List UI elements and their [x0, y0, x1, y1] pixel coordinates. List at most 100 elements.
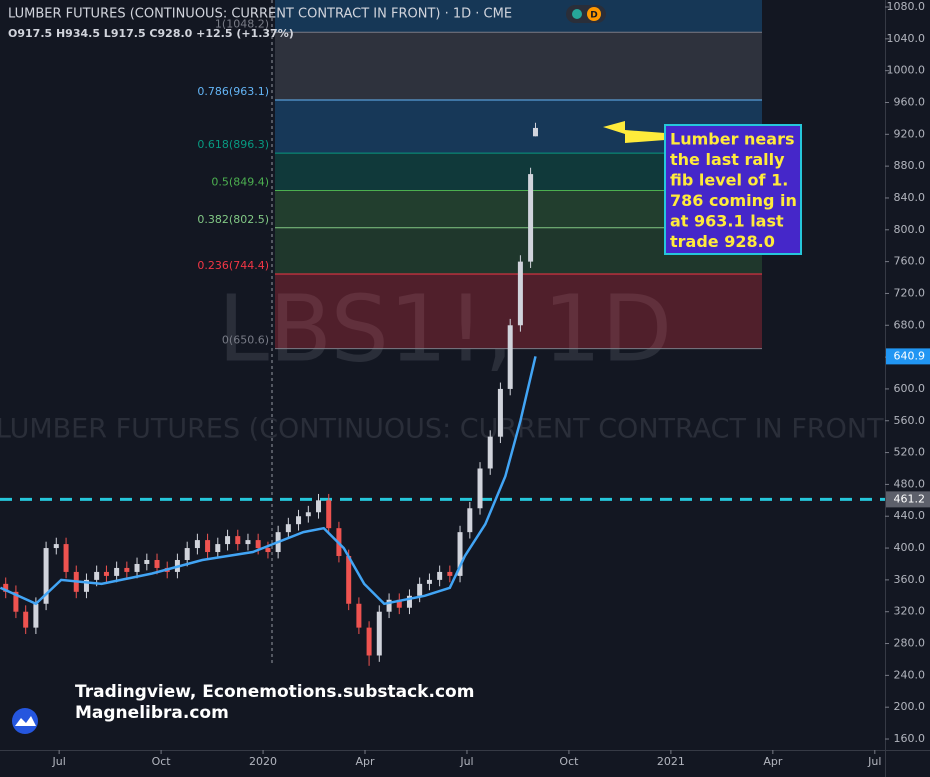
candle-body	[417, 583, 423, 596]
candle-body	[265, 548, 271, 553]
candle-body	[467, 508, 473, 533]
candle-body	[497, 388, 503, 437]
candle-body	[235, 536, 241, 545]
y-tick-label: 920.0	[894, 127, 926, 140]
candle-body	[356, 603, 362, 628]
watermark-group: LBS1!, 1D LUMBER FUTURES (CONTINUOUS: CU…	[0, 275, 894, 444]
annotation-arrow	[603, 121, 665, 143]
candle-body	[215, 544, 221, 553]
candle-body	[528, 174, 534, 262]
fib-band	[275, 0, 762, 33]
candle-body	[225, 536, 231, 545]
candle-body	[255, 540, 261, 549]
y-tick-label: 160.0	[894, 732, 926, 745]
logo	[12, 708, 38, 734]
candle-body	[305, 512, 311, 517]
candle-body	[33, 603, 39, 628]
y-tick-label: 280.0	[894, 637, 926, 650]
price-marker-label: 640.9	[894, 349, 926, 362]
y-tick-label: 440.0	[894, 509, 926, 522]
candle-body	[406, 595, 412, 608]
axis-panel	[885, 0, 930, 777]
candle-body	[487, 436, 493, 469]
badge: D	[590, 11, 597, 21]
badge-circle	[587, 7, 601, 21]
fib-label: 0.5(849.4)	[211, 175, 269, 188]
y-tick-label: 800.0	[894, 223, 926, 236]
credits-group: Tradingview, Econemotions.substack.com M…	[12, 682, 474, 734]
ohlc-legend: O917.5 H934.5 L917.5 C928.0 +12.5 (+1.37…	[8, 27, 294, 40]
candle-body	[114, 567, 120, 576]
status-dot	[572, 9, 582, 19]
y-tick-label: 480.0	[894, 477, 926, 490]
candle-body	[3, 583, 9, 592]
annotation-line: 786 coming in	[670, 191, 797, 210]
candle-body	[205, 540, 211, 553]
fib-label: 0.236(744.4)	[197, 259, 269, 272]
price-marker-label: 461.2	[894, 492, 926, 505]
y-tick-label: 880.0	[894, 159, 926, 172]
candle-body	[507, 325, 513, 389]
x-tick-label: Jul	[459, 755, 473, 768]
x-tick-label: Apr	[355, 755, 375, 768]
candle-body	[94, 571, 100, 580]
candle-body	[457, 532, 463, 576]
y-tick-label: 1080.0	[887, 0, 926, 13]
price-marker	[886, 348, 930, 365]
x-tick-label: 2021	[657, 755, 685, 768]
candle-body	[396, 599, 402, 608]
fib-label: 1(1048.2)	[215, 17, 269, 30]
y-tick-label: 320.0	[894, 605, 926, 618]
plot	[0, 122, 885, 666]
annotation-line: at 963.1 last	[670, 212, 784, 231]
price-marker	[886, 491, 930, 508]
candle-body	[517, 261, 523, 326]
moving-average	[0, 356, 537, 606]
y-tick-label: 680.0	[894, 318, 926, 331]
y-tick-label: 720.0	[894, 286, 926, 299]
y-tick-label: 600.0	[894, 382, 926, 395]
candle-body	[437, 571, 443, 580]
candle-body	[296, 516, 302, 525]
candle-body	[316, 500, 322, 513]
x-tick-label: 2020	[249, 755, 277, 768]
candle-body	[103, 571, 109, 576]
x-tick-label: Oct	[152, 755, 172, 768]
y-tick-label: 760.0	[894, 255, 926, 268]
candle-body	[43, 548, 49, 604]
credit-line: Magnelibra.com	[75, 703, 229, 723]
watermark-name: LUMBER FUTURES (CONTINUOUS: CURRENT CONT…	[0, 414, 894, 445]
fib-label: 0.786(963.1)	[197, 85, 269, 98]
fib-band	[275, 32, 762, 101]
fib-label: 0(650.6)	[222, 334, 269, 347]
candle-body	[144, 559, 150, 564]
y-tick-label: 560.0	[894, 414, 926, 427]
candle-body	[447, 571, 453, 576]
candle-body	[83, 579, 89, 592]
candle-body	[13, 591, 19, 612]
fib-label: 0.382(802.5)	[197, 213, 269, 226]
y-tick-label: 240.0	[894, 668, 926, 681]
y-tick-label: 520.0	[894, 446, 926, 459]
annotation-box	[664, 124, 802, 255]
y-tick-label: 360.0	[894, 573, 926, 586]
candle-body	[532, 127, 538, 137]
candle-body	[184, 548, 190, 560]
y-tick-label: 840.0	[894, 191, 926, 204]
logo-glyph	[15, 716, 36, 726]
candle-body	[194, 540, 200, 549]
candle-body	[245, 540, 251, 545]
chart-title: LUMBER FUTURES (CONTINUOUS: CURRENT CONT…	[8, 7, 512, 22]
annotation-line: Lumber nears	[670, 130, 794, 149]
candle-body	[134, 563, 140, 572]
y-tick-label: 1040.0	[887, 32, 926, 45]
candle-body	[386, 599, 392, 612]
x-tick-label: Oct	[559, 755, 579, 768]
candle-body	[426, 579, 432, 584]
x-tick-label: Apr	[763, 755, 783, 768]
annotation-line: the last rally	[670, 150, 785, 169]
